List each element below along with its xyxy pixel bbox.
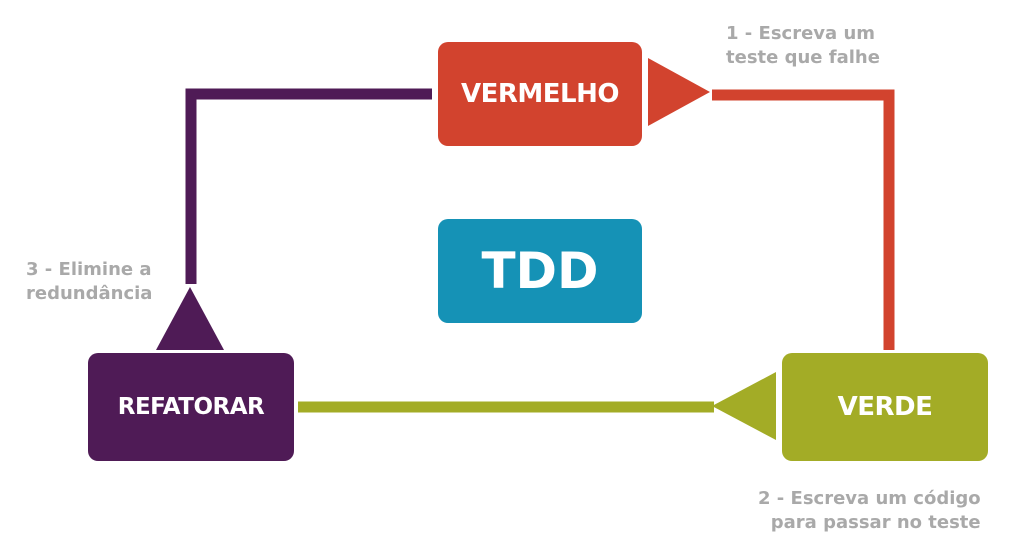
step-1-line-2: teste que falhe [726,47,880,68]
green-phase-box: VERDE [782,353,988,461]
refactor-phase-label: REFATORAR [117,394,265,420]
tdd-center-box: TDD [438,219,642,323]
step-1-line-1: 1 - Escreva um [726,23,876,44]
step-3-caption: 3 - Elimine a redundância [26,258,152,306]
refactor-phase-box: REFATORAR [88,353,294,461]
step-2-line-2: para passar no teste [770,512,981,533]
purple-arrowhead [156,287,224,350]
red-phase-label: VERMELHO [461,79,619,109]
green-arrowhead [712,372,776,440]
step-1-caption: 1 - Escreva um teste que falhe [726,22,880,70]
purple-connector-line [185,88,432,284]
green-phase-label: VERDE [837,392,933,422]
step-2-caption: 2 - Escreva um código para passar no tes… [758,487,981,535]
red-connector-line [712,89,895,350]
red-phase-box: VERMELHO [438,42,642,146]
step-3-line-1: 3 - Elimine a [26,259,152,280]
step-2-line-1: 2 - Escreva um código [758,488,981,509]
red-arrowhead [648,58,710,126]
tdd-title: TDD [481,242,599,300]
step-3-line-2: redundância [26,283,153,304]
